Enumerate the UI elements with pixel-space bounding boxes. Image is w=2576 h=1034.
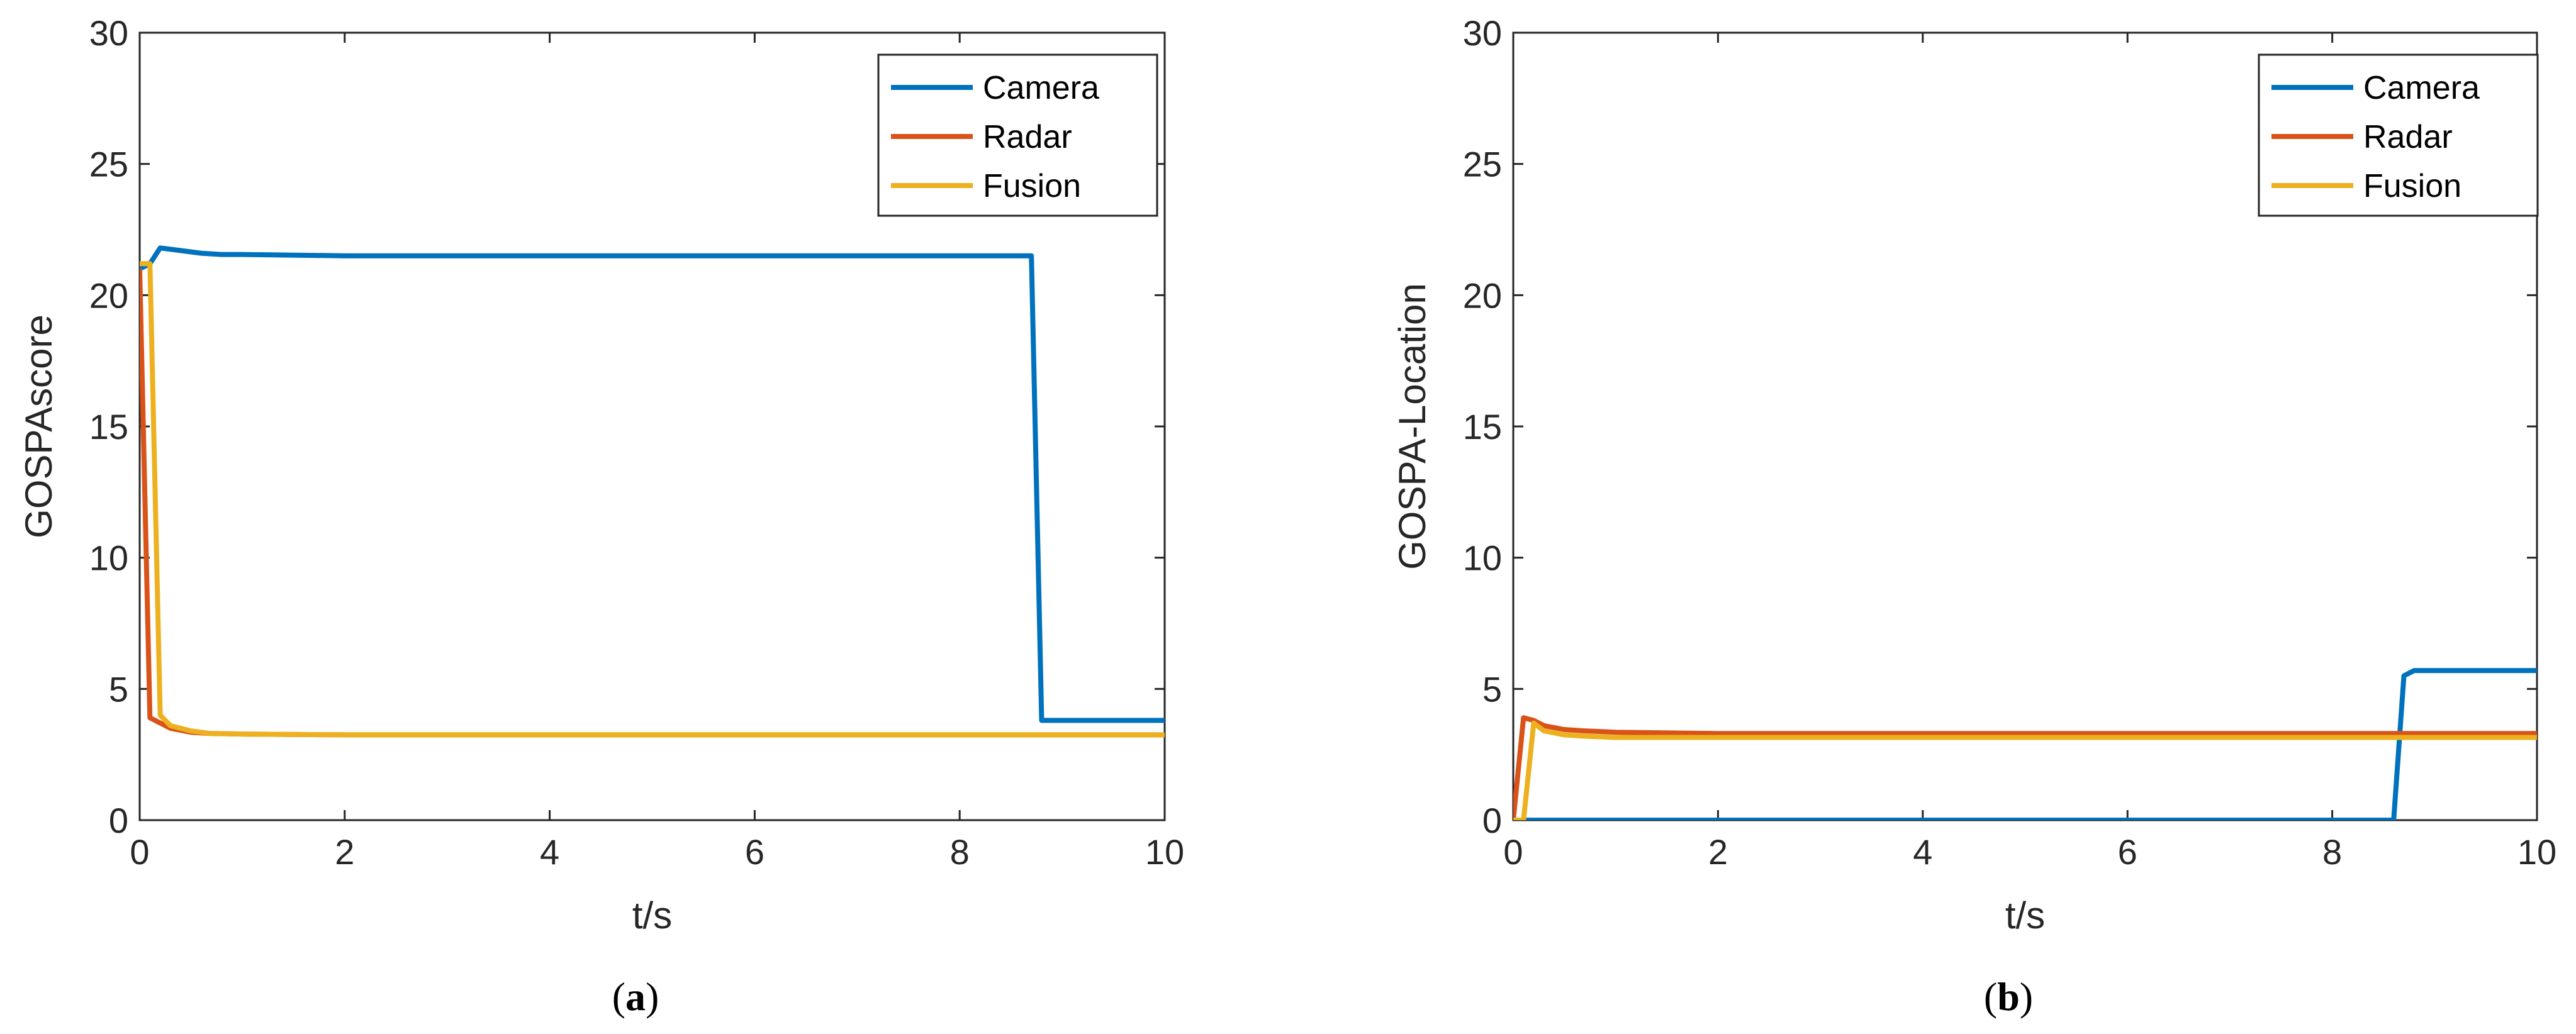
caption-letter: b: [1997, 974, 2020, 1019]
series-line-radar: [1513, 715, 2537, 820]
x-tick-label: 6: [745, 832, 764, 872]
y-axis-label: GOSPAscore: [18, 314, 60, 538]
x-tick-label: 2: [1708, 832, 1728, 872]
legend-label-camera: Camera: [2363, 70, 2480, 106]
x-tick-label: 0: [1503, 832, 1523, 872]
x-axis-label: t/s: [2005, 894, 2045, 937]
panel-caption: (b): [1984, 974, 2033, 1019]
legend-label-fusion: Fusion: [983, 168, 1081, 204]
y-axis-label: GOSPA-Location: [1391, 283, 1433, 570]
legend-label-radar: Radar: [983, 119, 1072, 155]
series-line-fusion: [140, 261, 1165, 738]
x-tick-label: 10: [2517, 832, 2556, 872]
caption-close-paren: ): [646, 974, 659, 1019]
y-tick-label: 0: [109, 801, 128, 840]
y-tick-label: 30: [89, 13, 128, 53]
x-tick-label: 8: [950, 832, 970, 872]
panel-caption: (a): [612, 974, 659, 1019]
y-tick-label: 20: [89, 275, 128, 315]
x-tick-label: 6: [2118, 832, 2137, 872]
y-tick-label: 10: [89, 538, 128, 578]
legend: Camera Radar Fusion: [877, 53, 1158, 217]
series-line-fusion: [1513, 720, 2537, 820]
x-tick-label: 0: [130, 832, 149, 872]
x-axis-label: t/s: [632, 894, 672, 937]
legend-label-camera: Camera: [983, 70, 1099, 106]
x-tick-label: 4: [540, 832, 559, 872]
y-tick-label: 25: [89, 145, 128, 184]
caption-letter: a: [625, 974, 646, 1019]
y-tick-label: 5: [1482, 669, 1502, 709]
y-tick-label: 20: [1463, 275, 1502, 315]
x-tick-label: 4: [1913, 832, 1932, 872]
chart-panel-b: 0 2 4 6 8 10 0 5 10 15 20 25 30 t/s GOSPA-Location Came…: [1391, 13, 2556, 1019]
series-line-camera: [140, 245, 1165, 723]
series-line-camera: [1513, 668, 2537, 820]
y-tick-label: 25: [1463, 145, 1502, 184]
chart-panel-a: 0 2 4 6 8 10 0 5 10 15 20 25 30 t/s GOSPAscore Camera Ra…: [18, 13, 1184, 1019]
y-tick-label: 30: [1463, 13, 1502, 53]
caption-open-paren: (: [612, 974, 625, 1019]
caption-open-paren: (: [1984, 974, 1997, 1019]
y-tick-label: 10: [1463, 538, 1502, 578]
x-tick-label: 2: [335, 832, 354, 872]
x-tick-label: 8: [2322, 832, 2342, 872]
y-tick-label: 15: [1463, 407, 1502, 447]
legend: Camera Radar Fusion: [2258, 53, 2539, 217]
y-tick-label: 15: [89, 407, 128, 447]
caption-close-paren: ): [2020, 974, 2033, 1019]
legend-label-radar: Radar: [2363, 119, 2453, 155]
x-tick-label: 10: [1145, 832, 1184, 872]
y-tick-label: 5: [109, 669, 128, 709]
legend-label-fusion: Fusion: [2363, 168, 2461, 204]
y-tick-label: 0: [1482, 801, 1502, 840]
